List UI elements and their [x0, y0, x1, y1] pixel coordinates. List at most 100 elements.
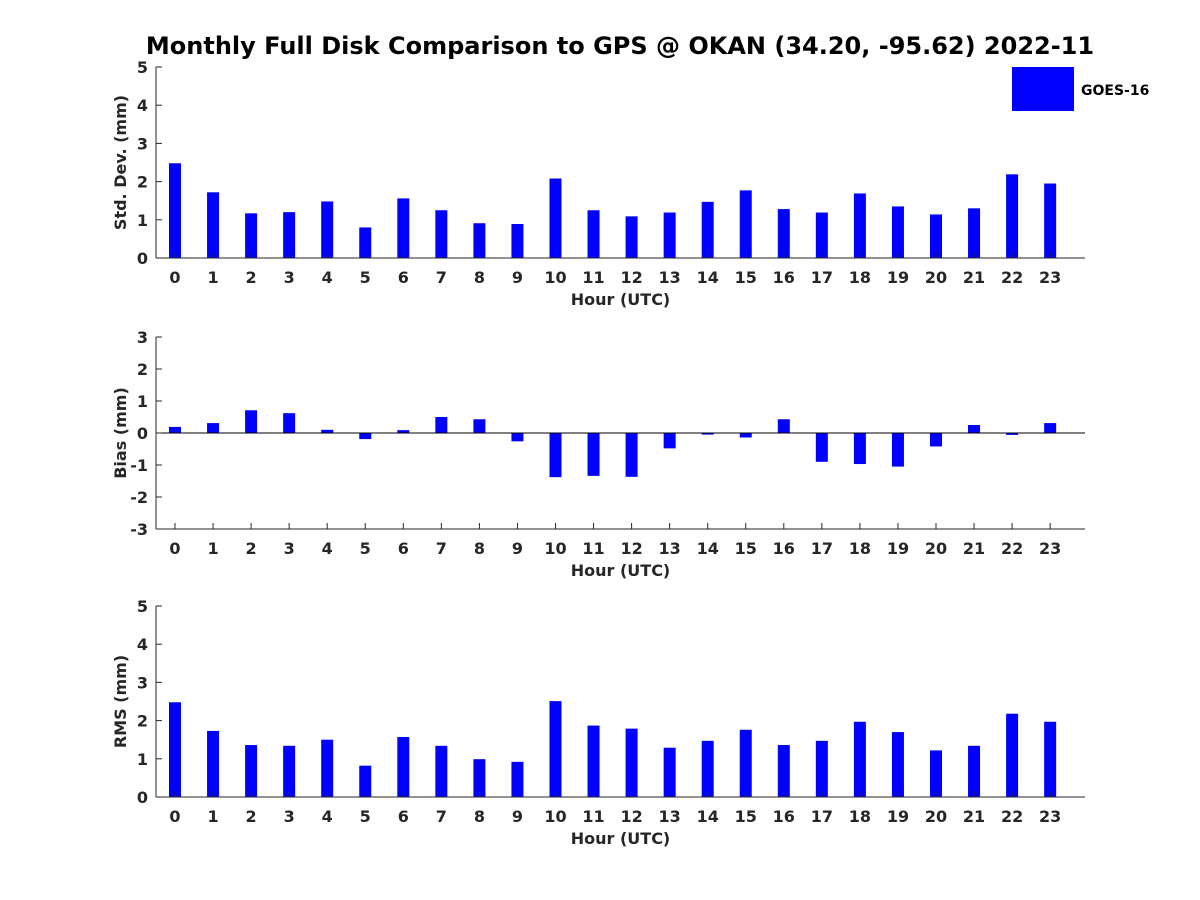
rms-xtick-label: 3 [284, 807, 295, 826]
std-dev-ytick-label: 3 [137, 134, 148, 153]
rms-bar-23 [1044, 721, 1057, 797]
rms-bar-19 [891, 732, 904, 797]
rms-xtick-label: 1 [207, 807, 218, 826]
std-dev-xtick-label: 7 [436, 268, 447, 287]
bias-bar-6 [397, 430, 410, 433]
std-dev-xtick-label: 0 [169, 268, 180, 287]
rms-xtick-label: 9 [512, 807, 523, 826]
rms-ytick-label: 5 [137, 597, 148, 616]
bias-xtick-label: 12 [620, 539, 642, 558]
bias-xtick-label: 5 [360, 539, 371, 558]
bias-xtick-label: 13 [659, 539, 681, 558]
bias-bar-19 [891, 433, 904, 467]
bias-ytick-label: 3 [137, 328, 148, 347]
bias-bar-14 [701, 433, 714, 435]
bias-bar-9 [511, 433, 524, 442]
rms-xtick-label: 17 [811, 807, 833, 826]
rms-bar-2 [245, 745, 258, 797]
bias-bar-23 [1044, 423, 1057, 433]
std-dev-xtick-label: 5 [360, 268, 371, 287]
std-dev-xtick-label: 6 [398, 268, 409, 287]
std-dev-bar-10 [549, 178, 562, 258]
std-dev-ytick-label: 1 [137, 211, 148, 230]
bias-bar-0 [169, 426, 181, 433]
bias-bar-21 [968, 425, 981, 433]
std-dev-bar-12 [625, 216, 638, 258]
rms-bar-16 [777, 745, 790, 797]
rms-xtick-label: 19 [887, 807, 909, 826]
bias-bar-20 [930, 433, 942, 447]
bias-xtick-label: 21 [963, 539, 985, 558]
rms-bar-22 [1006, 713, 1019, 797]
std-dev-bar-17 [815, 212, 828, 258]
bias-bar-11 [587, 433, 600, 476]
std-dev-xtick-label: 19 [887, 268, 909, 287]
std-dev-bar-19 [891, 206, 904, 258]
std-dev-bar-8 [473, 223, 486, 258]
std-dev-ytick-label: 5 [137, 58, 148, 77]
figure-title: Monthly Full Disk Comparison to GPS @ OK… [146, 32, 1094, 60]
bias-xtick-label: 20 [925, 539, 947, 558]
rms-bar-15 [739, 729, 752, 797]
std-dev-bar-9 [511, 224, 524, 258]
std-dev-xtick-label: 15 [735, 268, 757, 287]
rms-xtick-label: 23 [1039, 807, 1061, 826]
std-dev-xtick-label: 13 [659, 268, 681, 287]
rms-xtick-label: 2 [246, 807, 257, 826]
rms-x-axis-label: Hour (UTC) [571, 829, 671, 848]
bias-bar-12 [625, 433, 638, 477]
bias-ytick-label: 1 [137, 392, 148, 411]
rms-xtick-label: 0 [169, 807, 180, 826]
bias-ytick-label: 2 [137, 360, 148, 379]
std-dev-ytick-label: 4 [137, 96, 148, 115]
std-dev-xtick-label: 3 [284, 268, 295, 287]
std-dev-bar-18 [853, 193, 866, 258]
bias-y-axis-label: Bias (mm) [111, 387, 130, 479]
std-dev-xtick-label: 22 [1001, 268, 1023, 287]
std-dev-xtick-label: 11 [582, 268, 604, 287]
bias-xtick-label: 4 [322, 539, 333, 558]
rms-xtick-label: 18 [849, 807, 871, 826]
std-dev-bar-2 [245, 213, 258, 258]
bias-xtick-label: 3 [284, 539, 295, 558]
bias-xtick-label: 23 [1039, 539, 1061, 558]
bias-bar-5 [359, 433, 372, 440]
rms-bar-8 [473, 759, 486, 797]
bias-xtick-label: 1 [207, 539, 218, 558]
std-dev-ytick-label: 0 [137, 249, 148, 268]
std-dev-bar-13 [663, 212, 676, 258]
std-dev-xtick-label: 9 [512, 268, 523, 287]
bias-bar-15 [739, 433, 752, 438]
bias-xtick-label: 9 [512, 539, 523, 558]
rms-bar-10 [549, 701, 562, 797]
rms-xtick-label: 20 [925, 807, 947, 826]
bias-bar-2 [245, 410, 258, 433]
std-dev-bar-15 [739, 190, 752, 258]
std-dev-xtick-label: 23 [1039, 268, 1061, 287]
bias-xtick-label: 22 [1001, 539, 1023, 558]
std-dev-bar-14 [701, 201, 714, 258]
bias-xtick-label: 17 [811, 539, 833, 558]
bias-xtick-label: 10 [544, 539, 566, 558]
rms-bar-21 [968, 745, 981, 797]
std-dev-bar-5 [359, 227, 372, 258]
rms-bar-11 [587, 725, 600, 797]
rms-xtick-label: 15 [735, 807, 757, 826]
bias-xtick-label: 8 [474, 539, 485, 558]
bias-xtick-label: 6 [398, 539, 409, 558]
legend-label: GOES-16 [1081, 83, 1149, 99]
bias-ytick-label: -3 [130, 520, 148, 539]
rms-bar-20 [930, 750, 942, 797]
rms-bar-3 [283, 745, 296, 797]
std-dev-xtick-label: 17 [811, 268, 833, 287]
bias-bar-17 [815, 433, 828, 462]
bias-bar-1 [207, 423, 220, 433]
rms-bar-17 [815, 740, 828, 797]
std-dev-xtick-label: 14 [697, 268, 719, 287]
std-dev-bar-4 [321, 201, 334, 258]
bias-ytick-label: 0 [137, 424, 148, 443]
